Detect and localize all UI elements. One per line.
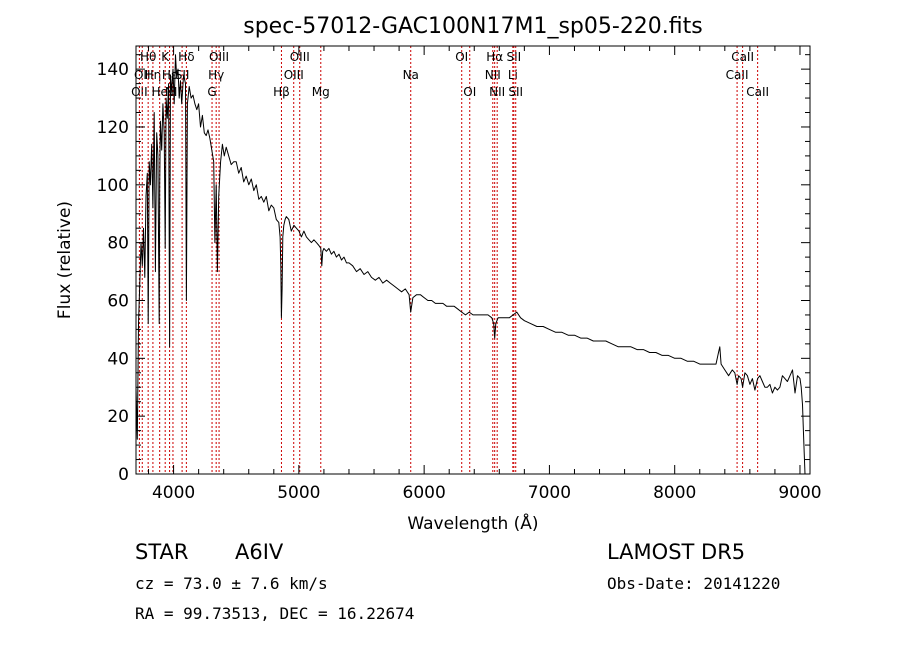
y-tick-label: 80 — [107, 234, 129, 254]
marker-label: Hθ — [140, 50, 156, 64]
y-tick-label: 100 — [97, 176, 129, 196]
marker-label: OI — [463, 85, 476, 99]
marker-label: Na — [403, 68, 419, 82]
coordinates: RA = 99.73513, DEC = 16.22674 — [135, 604, 415, 623]
x-axis-label: Wavelength (Å) — [407, 512, 538, 534]
marker-label: CaII — [731, 50, 754, 64]
marker-label: Hδ — [178, 50, 194, 64]
x-tick-label: 8000 — [653, 483, 696, 503]
marker-label: NII — [485, 68, 501, 82]
y-tick-label: 20 — [107, 407, 129, 427]
y-tick-label: 140 — [97, 60, 129, 80]
y-axis-label: Flux (relative) — [55, 201, 75, 319]
marker-label: OI — [455, 50, 468, 64]
marker-label: OIII — [284, 68, 304, 82]
object-subclass: A6IV — [235, 540, 284, 564]
y-tick-label: 120 — [97, 118, 129, 138]
plot-frame — [135, 45, 811, 475]
marker-label: Hη — [145, 68, 162, 82]
survey-name: LAMOST DR5 — [607, 540, 746, 564]
y-tick-label: 0 — [118, 465, 129, 485]
marker-label: Li — [508, 68, 518, 82]
marker-label: SII — [508, 85, 523, 99]
marker-label: Mg — [312, 85, 330, 99]
series-layer — [135, 54, 806, 475]
chart-title: spec-57012-GAC100N17M1_sp05-220.fits — [243, 14, 703, 39]
marker-label: OIII — [209, 50, 229, 64]
x-tick-label: 5000 — [277, 483, 320, 503]
observation-date: Obs-Date: 20141220 — [607, 574, 781, 593]
marker-label: G — [207, 85, 216, 99]
x-tick-label: 6000 — [403, 483, 446, 503]
marker-label: Hα — [486, 50, 503, 64]
marker-label: NII — [489, 85, 505, 99]
marker-label: CaII — [746, 85, 769, 99]
marker-label: Hβ — [273, 85, 290, 99]
marker-label: Hγ — [208, 68, 224, 82]
axis-ticks: 4000 5000 6000 7000 8000 9000 0 20 40 60 80 100 120 1… — [97, 46, 822, 503]
y-tick-label: 40 — [107, 349, 129, 369]
spectrum-line — [135, 54, 806, 475]
marker-label: K — [161, 50, 170, 64]
redshift-value: cz = 73.0 ± 7.6 km/s — [135, 574, 328, 593]
line-markers: OIIOIIHθHηHeKHεNIISIIHδGHγOIIIHβOIIIOIII… — [131, 46, 769, 474]
object-class: STAR — [135, 540, 189, 564]
marker-label: OII — [131, 85, 148, 99]
x-tick-label: 9000 — [778, 483, 821, 503]
marker-label: SII — [506, 50, 521, 64]
y-tick-label: 60 — [107, 291, 129, 311]
x-tick-label: 7000 — [528, 483, 571, 503]
marker-label: OII — [134, 68, 151, 82]
marker-label: He — [151, 85, 167, 99]
x-tick-label: 4000 — [152, 483, 195, 503]
marker-label: OIII — [290, 50, 310, 64]
marker-label: CaII — [726, 68, 749, 82]
